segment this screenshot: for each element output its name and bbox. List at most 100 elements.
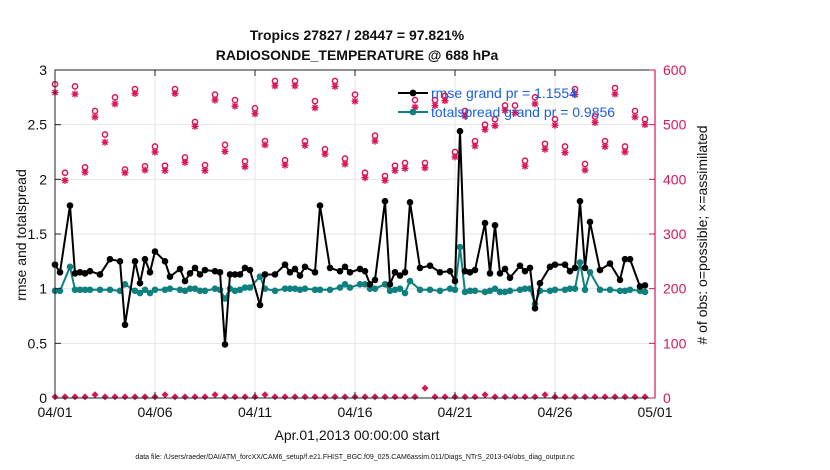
obs-assimilated-marker (641, 121, 649, 129)
obs-zero-marker (81, 393, 89, 401)
obs-zero-series (51, 384, 649, 401)
totalspread-point (561, 286, 569, 294)
obs-assimilated-marker (61, 176, 69, 184)
rmse-point (311, 268, 319, 276)
obs-zero-marker (111, 393, 119, 401)
obs-assimilated-marker (411, 103, 419, 111)
obs-assimilated-marker (541, 145, 549, 153)
totalspread-point (486, 287, 494, 295)
x-tick-label: 04/01 (37, 404, 72, 420)
obs-zero-marker (301, 393, 309, 401)
rmse-point (341, 263, 349, 271)
totalspread-point (426, 286, 434, 294)
totalspread-point (416, 286, 424, 294)
obs-zero-marker (571, 393, 579, 401)
obs-assimilated-marker (261, 141, 269, 149)
obs-zero-marker (401, 393, 409, 401)
obs-zero-marker (581, 393, 589, 401)
rmse-point (286, 268, 294, 276)
obs-assimilated-marker (201, 167, 209, 175)
rmse-point (561, 261, 569, 268)
obs-zero-marker (231, 393, 239, 401)
rmse-point (216, 268, 224, 276)
y-tick-label: 1.5 (28, 226, 48, 242)
rmse-point (226, 271, 234, 278)
legend-spread-label: totalspread grand pr = 0.9856 (431, 104, 615, 120)
obs-assimilated-marker (491, 122, 499, 130)
obs-zero-marker (541, 391, 549, 399)
obs-zero-marker (191, 393, 199, 401)
totalspread-point (281, 285, 289, 292)
obs-assimilated-marker (471, 142, 479, 150)
obs-zero-marker (561, 393, 569, 401)
obs-possible-marker (71, 83, 79, 90)
rmse-point (161, 258, 169, 265)
rmse-point (301, 263, 309, 271)
obs-assimilated-marker (191, 122, 199, 130)
rmse-point (386, 280, 394, 288)
obs-zero-marker (641, 393, 649, 401)
totalspread-point (371, 285, 379, 292)
obs-assimilated-marker (331, 82, 339, 90)
totalspread-point (481, 288, 489, 296)
rmse-point (176, 265, 184, 273)
y2-tick-label: 500 (663, 117, 687, 133)
totalspread-point (386, 287, 394, 295)
obs-assimilated-marker (311, 104, 319, 112)
obs-possible-marker (531, 93, 539, 101)
rmse-point (71, 270, 79, 277)
x-tick-label: 05/01 (637, 404, 672, 420)
totalspread-point (616, 287, 624, 295)
chart-title: Tropics 27827 / 28447 = 97.821% (250, 27, 465, 43)
obs-zero-marker (211, 391, 219, 399)
obs-zero-marker (271, 393, 279, 401)
totalspread-point (381, 280, 389, 288)
obs-assimilated-marker (371, 137, 379, 145)
totalspread-point (176, 286, 184, 294)
rmse-point (356, 265, 364, 273)
y-tick-label: 0.5 (28, 335, 48, 351)
rmse-point (131, 258, 139, 265)
totalspread-point (311, 286, 319, 294)
obs-assimilated-marker (401, 164, 409, 172)
y2-tick-label: 400 (663, 171, 687, 187)
obs-zero-marker (371, 393, 379, 401)
rmse-point (371, 276, 379, 284)
totalspread-point (141, 286, 149, 294)
obs-assimilated-marker (631, 113, 639, 121)
obs-possible-marker (491, 115, 499, 123)
obs-assimilated-marker (561, 149, 569, 157)
totalspread-point (436, 287, 444, 295)
x-axis-label: Apr.01,2013 00:00:00 start (274, 427, 439, 443)
rmse-point (296, 272, 304, 279)
obs-assimilated-marker (81, 168, 89, 176)
obs-zero-marker (181, 393, 189, 401)
totalspread-point (76, 286, 84, 294)
obs-assimilated-marker (341, 160, 349, 168)
obs-assimilated-marker (381, 176, 389, 184)
obs-assimilated-marker (481, 126, 489, 134)
y-tick-label: 2 (39, 171, 47, 187)
rmse-point (106, 255, 114, 263)
obs-zero-marker (281, 393, 289, 401)
rmse-point (201, 266, 209, 274)
obs-zero-marker (471, 393, 479, 401)
rmse-point (391, 268, 399, 276)
rmse-point (536, 279, 544, 287)
data-file-footer: data file: /Users/raeder/DAI/ATM_forcXX/… (135, 454, 575, 461)
obs-zero-marker (321, 393, 329, 401)
rmse-point (281, 261, 289, 268)
obs-assimilated-marker (361, 174, 369, 182)
obs-zero-marker (61, 393, 69, 401)
y2-tick-label: 300 (663, 226, 687, 242)
totalspread-point (211, 285, 219, 292)
totalspread-point (241, 284, 249, 291)
obs-assimilated-marker (281, 161, 289, 169)
rmse-point (531, 305, 539, 312)
y2-tick-label: 100 (663, 335, 687, 351)
totalspread-point (396, 285, 404, 292)
legend: rmse grand pr = 1.1554 totalspread grand… (398, 85, 615, 120)
x-tick-label: 04/06 (137, 404, 172, 420)
obs-zero-marker (201, 393, 209, 401)
